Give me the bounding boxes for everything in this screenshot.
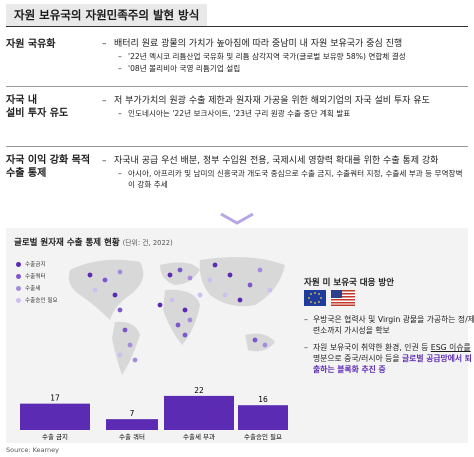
section-body: 배터리 원료 광물의 가치가 높아짐에 따라 중남미 내 자원 보유국가 중심 … [102, 38, 468, 74]
label-line: 설비 투자 유도 [6, 108, 69, 119]
response-bullet: 자원 보유국이 취약한 환경, 인권 등 ESG 이슈를 명분으로 중국/러시아… [304, 342, 474, 375]
bullet: 배터리 원료 광물의 가치가 높아짐에 따라 중남미 내 자원 보유국가 중심 … [102, 38, 468, 50]
response-title: 자원 미 보유국 대응 방안 [304, 278, 395, 288]
map-dot [117, 269, 123, 275]
legend-label: 수출세 [25, 286, 41, 292]
section-label: 자원 국유화 [6, 39, 56, 50]
category-label: 수출세 부과 [183, 432, 215, 441]
unit: (단위: 건, 2022) [122, 239, 173, 247]
category-label: 수출 쿼터 [119, 432, 145, 441]
map-dot [157, 302, 163, 308]
map-dot [117, 352, 123, 358]
map-dot [227, 272, 233, 278]
map-dot [187, 275, 193, 281]
chart-title: 글로벌 원자재 수출 통제 현황 [14, 238, 120, 248]
bullet: 저 부가가치의 원광 수출 제한과 원자재 가공을 위한 해외기업의 자국 설비… [102, 95, 468, 107]
value-label: 16 [258, 395, 268, 404]
category-label: 수출 금지 [42, 432, 68, 441]
divider [6, 146, 468, 147]
text: 명분으로 중국/러시아 등을 [313, 354, 402, 363]
map-dot [117, 307, 123, 313]
map-dot [122, 327, 128, 333]
value-label: 22 [194, 386, 204, 395]
sub-bullet: '08년 볼리비아 국영 리튬기업 설립 [102, 63, 468, 74]
map-dot [197, 292, 203, 298]
map-dot [182, 307, 188, 313]
bar [106, 419, 158, 430]
map-dot [237, 297, 243, 303]
sub-bullet: 인도네시아는 '22년 보크사이트, '23년 구리 원광 수출 중단 계획 발… [102, 108, 468, 119]
map-dot [92, 287, 98, 293]
divider [6, 86, 468, 87]
map-dot [102, 277, 108, 283]
source: Source: Kearney [6, 446, 60, 454]
bar [20, 403, 90, 430]
title: 자원 보유국의 자원민족주의 발현 방식 [6, 4, 208, 26]
bar [164, 395, 234, 430]
map-dot [127, 342, 133, 348]
text-underlined: ESG 이슈를 [430, 343, 471, 352]
text: 자원 보유국이 취약한 환경, 인권 등 [313, 343, 431, 352]
map-dot [222, 292, 228, 298]
map-dot [267, 287, 273, 293]
legend-label: 수출승인 필요 [25, 298, 58, 304]
map-dot [182, 332, 188, 338]
legend-item: 수출쿼터 [16, 272, 46, 280]
map-dot [262, 342, 268, 348]
map-dot [207, 277, 213, 283]
bar [238, 405, 288, 430]
legend-item: 수출세 [16, 284, 40, 292]
category-label: 수출승인 필요 [244, 432, 282, 441]
bar-chart: 17 수출 금지 7 수출 쿼터 22 수출세 부과 16 수출승인 필요 [20, 386, 288, 441]
map-dot [167, 272, 173, 278]
legend-item: 수출금지 [16, 260, 46, 268]
map-dot [212, 262, 218, 268]
map-dot [175, 322, 181, 328]
map-dot [187, 317, 193, 323]
header: 자원 보유국의 자원민족주의 발현 방식 [6, 4, 468, 27]
sub-bullet: '22년 멕시코 리튬산업 국유화 및 리튬 삼각지역 국가(글로벌 보유량 5… [102, 51, 468, 62]
section-body: 저 부가가치의 원광 수출 제한과 원자재 가공을 위한 해외기업의 자국 설비… [102, 95, 468, 119]
map-dot [177, 267, 183, 273]
flags [304, 290, 355, 306]
map-dot [169, 297, 175, 303]
value-label: 7 [130, 409, 135, 418]
chevron [220, 212, 254, 225]
label-line: 수출 통제 [6, 168, 47, 179]
value-label: 17 [50, 394, 60, 403]
map-dot [257, 267, 263, 273]
panel-title: 글로벌 원자재 수출 통제 현황 (단위: 건, 2022) [14, 236, 173, 248]
label-line: 자국 이익 강화 목적 [6, 155, 91, 166]
bullet: 자국내 공급 우선 배분, 정부 수입원 전용, 국제시세 영향력 확대를 위한… [102, 155, 468, 167]
map-dot [247, 282, 253, 288]
sub-bullet: 아시아, 아프리카 및 남미의 신흥국과 개도국 중심으로 수출 금지, 수출쿼… [102, 168, 468, 190]
map-dot [112, 292, 118, 298]
map-dot [252, 337, 258, 343]
text-highlight: 글로벌 공급망에서 퇴출하는 블록화 추진 중 [313, 354, 472, 374]
legend-label: 수출쿼터 [25, 274, 46, 280]
response-bullet: 우방국은 협력사 및 Virgin 광물을 가공하는 정/제련소까지 가시성을 … [304, 314, 474, 336]
map-dot [132, 357, 138, 363]
label-line: 자국 내 [6, 95, 38, 106]
legend-label: 수출금지 [25, 262, 46, 268]
world-map [68, 256, 285, 375]
legend-item: 수출승인 필요 [16, 296, 58, 304]
map-dot [87, 272, 93, 278]
section-body: 자국내 공급 우선 배분, 정부 수입원 전용, 국제시세 영향력 확대를 위한… [102, 155, 468, 190]
